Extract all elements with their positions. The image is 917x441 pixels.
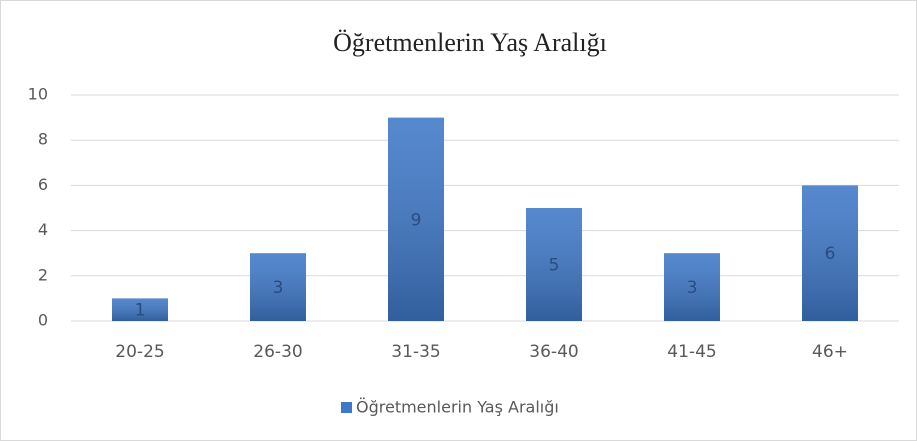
bar-shade (802, 185, 858, 321)
legend-label: Öğretmenlerin Yaş Aralığı (356, 398, 559, 417)
y-tick-label: 4 (38, 220, 48, 239)
y-tick-label: 10 (28, 85, 48, 104)
y-tick-label: 2 (38, 265, 48, 284)
bar-shade (250, 253, 306, 321)
bar-shade (664, 253, 720, 321)
data-label: 1 (135, 301, 146, 321)
data-label: 9 (411, 210, 422, 230)
x-tick-label: 20-25 (115, 342, 164, 362)
x-tick-label: 46+ (812, 342, 848, 362)
data-label: 3 (687, 278, 698, 298)
x-tick-label: 36-40 (529, 342, 578, 362)
y-tick-label: 6 (38, 175, 48, 194)
bar-shade (388, 117, 444, 321)
bar-shade (112, 298, 168, 321)
data-label: 3 (273, 278, 284, 298)
y-tick-label: 0 (38, 311, 48, 330)
x-tick-label: 26-30 (253, 342, 302, 362)
x-tick-label: 41-45 (667, 342, 716, 362)
data-label: 5 (549, 256, 560, 276)
bar-shade (526, 208, 582, 321)
chart-title: Öğretmenlerin Yaş Aralığı (333, 28, 607, 57)
x-tick-label: 31-35 (391, 342, 440, 362)
data-label: 6 (825, 244, 836, 264)
y-tick-label: 8 (38, 130, 48, 149)
legend-swatch (341, 402, 352, 413)
